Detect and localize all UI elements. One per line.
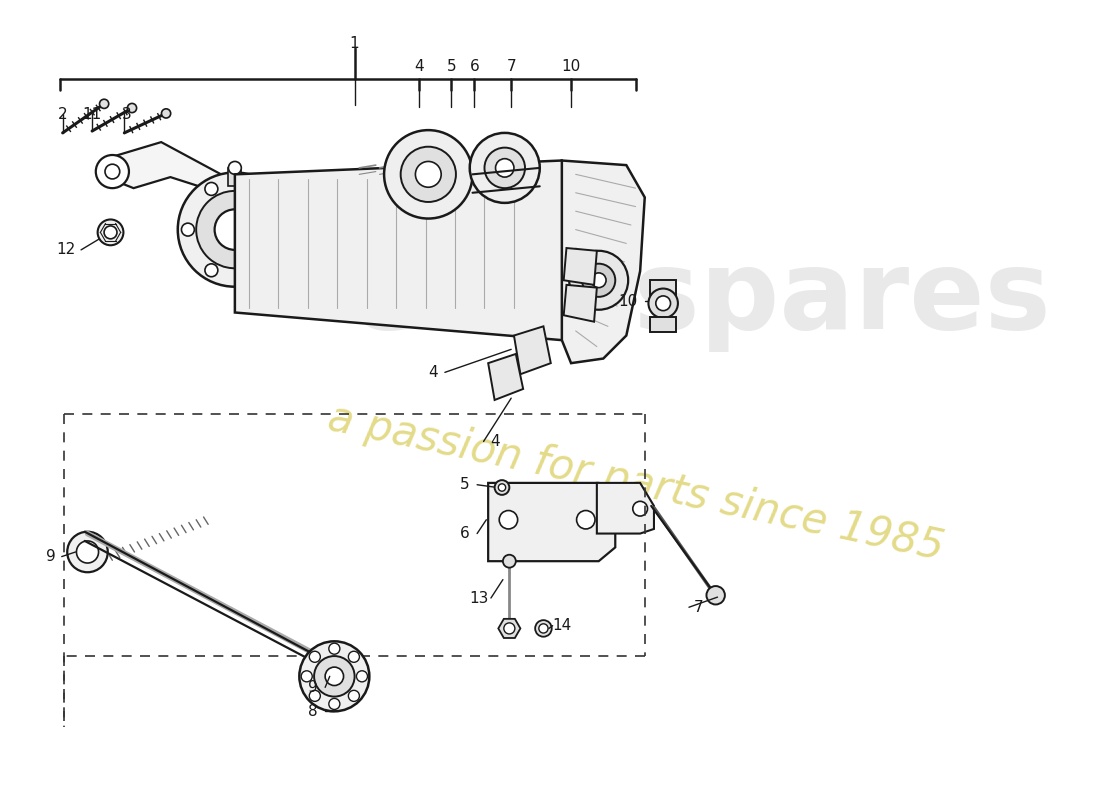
Text: 6: 6 [470,59,480,74]
Circle shape [301,670,312,682]
Circle shape [252,182,265,195]
Circle shape [498,484,506,491]
Text: 8: 8 [308,704,318,719]
Circle shape [384,130,473,218]
Circle shape [503,554,516,568]
Circle shape [656,296,671,310]
Circle shape [229,162,241,174]
Circle shape [400,146,455,202]
Circle shape [178,173,292,286]
Circle shape [582,264,615,297]
Circle shape [706,586,725,605]
Circle shape [592,273,606,288]
Circle shape [504,623,515,634]
Circle shape [576,510,595,529]
Circle shape [495,480,509,495]
Circle shape [648,289,678,318]
Circle shape [104,226,117,239]
Text: 11: 11 [82,107,101,122]
Circle shape [98,219,123,246]
Circle shape [104,164,120,179]
Circle shape [67,532,108,572]
Circle shape [252,264,265,277]
Circle shape [326,667,343,686]
Text: a passion for parts since 1985: a passion for parts since 1985 [323,397,947,569]
Circle shape [315,656,354,697]
Text: 12: 12 [57,242,76,258]
Text: 14: 14 [552,618,572,633]
Circle shape [299,642,370,711]
Circle shape [196,191,274,268]
Text: 6: 6 [460,526,470,541]
Polygon shape [563,248,597,285]
Text: 10: 10 [618,294,637,309]
Circle shape [484,148,525,188]
Circle shape [162,109,170,118]
Circle shape [329,643,340,654]
Circle shape [539,624,548,633]
Circle shape [349,651,360,662]
Polygon shape [597,483,654,534]
Text: 4: 4 [415,59,424,74]
Text: 3: 3 [122,107,132,122]
Circle shape [569,250,628,310]
Text: 4: 4 [491,434,501,449]
Circle shape [416,162,441,187]
Circle shape [205,264,218,277]
Circle shape [329,698,340,710]
Bar [650,280,676,295]
Polygon shape [562,161,645,363]
Circle shape [99,99,109,109]
Circle shape [76,541,99,563]
Polygon shape [109,142,221,193]
Circle shape [214,210,255,250]
Circle shape [205,182,218,195]
Circle shape [309,651,320,662]
Polygon shape [235,161,571,340]
Text: 4: 4 [428,365,438,380]
Polygon shape [488,354,524,400]
Circle shape [309,690,320,702]
Circle shape [349,690,360,702]
Polygon shape [563,285,597,322]
Circle shape [632,502,648,516]
Text: 9: 9 [308,680,318,695]
Circle shape [182,223,195,236]
Circle shape [275,223,288,236]
Text: 13: 13 [470,590,488,606]
Polygon shape [498,619,520,638]
Text: 7: 7 [506,59,516,74]
Circle shape [535,620,552,637]
Text: 5: 5 [447,59,456,74]
Text: 2: 2 [58,107,67,122]
Circle shape [96,155,129,188]
Circle shape [495,158,514,177]
Bar [650,317,676,332]
Circle shape [470,133,540,203]
Text: 10: 10 [561,59,581,74]
Text: 1: 1 [350,36,360,51]
Text: 9: 9 [46,549,55,564]
Text: 5: 5 [460,478,470,492]
Polygon shape [514,326,551,374]
Text: 7: 7 [693,600,703,614]
Circle shape [499,510,518,529]
Polygon shape [488,483,615,561]
Circle shape [128,103,136,113]
Bar [229,168,241,186]
Circle shape [356,670,367,682]
Text: eurospares: eurospares [349,245,1052,352]
